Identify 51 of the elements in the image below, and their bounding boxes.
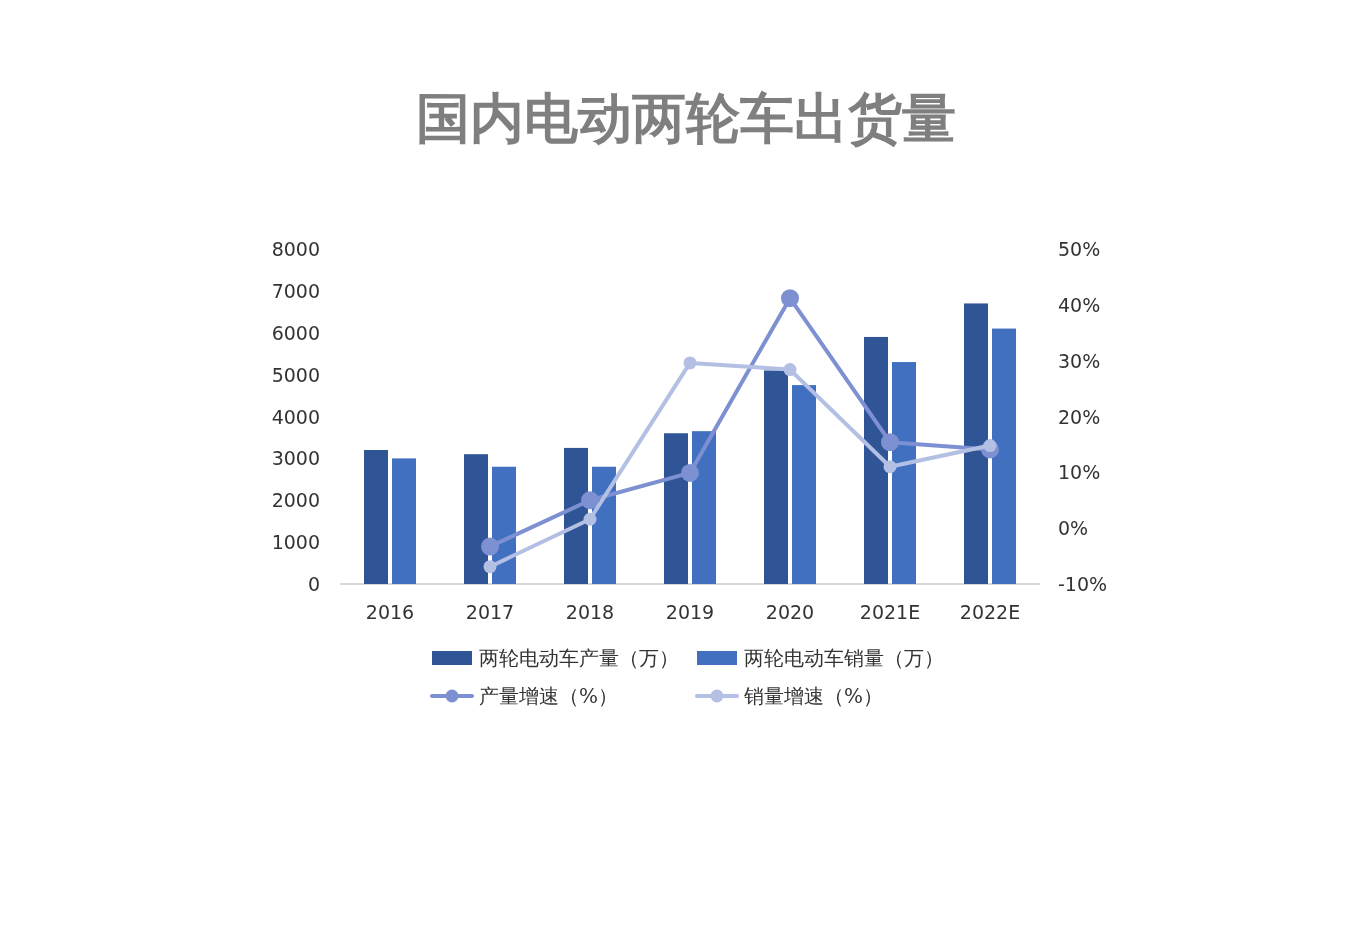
legend-label: 产量增速（%） xyxy=(479,684,619,708)
point xyxy=(681,463,699,482)
bar xyxy=(792,385,816,584)
y-tick-label: 3000 xyxy=(271,447,320,470)
y-tick-label: 0 xyxy=(307,573,320,595)
y-tick-label: 5000 xyxy=(271,363,320,386)
y2-tick-label: 40% xyxy=(1058,293,1101,316)
point xyxy=(683,356,697,370)
x-tick-label: 2021E xyxy=(859,601,921,623)
bar xyxy=(864,336,888,584)
point xyxy=(983,439,997,453)
y-tick-label: 4000 xyxy=(271,405,320,428)
y2-tick-label: -10% xyxy=(1058,573,1108,595)
bar xyxy=(392,458,416,584)
y2-tick-label: 0% xyxy=(1058,517,1089,540)
bar xyxy=(464,454,488,584)
bar xyxy=(564,447,588,584)
y2-tick-label: 50% xyxy=(1058,238,1101,260)
y2-tick-label: 20% xyxy=(1058,405,1101,428)
y-tick-label: 7000 xyxy=(271,279,320,302)
y2-tick-label: 30% xyxy=(1058,349,1101,372)
bar xyxy=(964,303,988,584)
x-tick-label: 2017 xyxy=(465,601,515,623)
point xyxy=(583,512,597,526)
point xyxy=(783,363,797,377)
x-tick-label: 2016 xyxy=(365,601,415,623)
point xyxy=(781,289,799,308)
legend-label: 两轮电动车销量（万） xyxy=(744,646,944,670)
y2-tick-label: 10% xyxy=(1058,461,1101,484)
bar xyxy=(892,362,916,584)
bar xyxy=(664,433,688,584)
legend-label: 两轮电动车产量（万） xyxy=(479,646,679,670)
point xyxy=(581,491,599,510)
bar xyxy=(364,450,388,584)
y-tick-label: 1000 xyxy=(271,531,320,554)
x-tick-label: 2018 xyxy=(565,601,615,623)
point xyxy=(483,560,497,574)
y-tick-label: 6000 xyxy=(271,321,320,344)
y-tick-label: 8000 xyxy=(271,238,320,260)
point xyxy=(881,433,899,452)
bar xyxy=(692,431,716,584)
bar xyxy=(992,328,1016,584)
point xyxy=(481,537,499,556)
point xyxy=(883,460,897,474)
x-tick-label: 2022E xyxy=(959,601,1021,623)
legend-label: 销量增速（%） xyxy=(743,684,884,708)
chart-title: 国内电动两轮车出货量 xyxy=(416,87,956,150)
x-tick-label: 2019 xyxy=(665,601,715,623)
y-tick-label: 2000 xyxy=(271,489,320,512)
x-tick-label: 2020 xyxy=(765,601,815,623)
bar xyxy=(764,370,788,584)
